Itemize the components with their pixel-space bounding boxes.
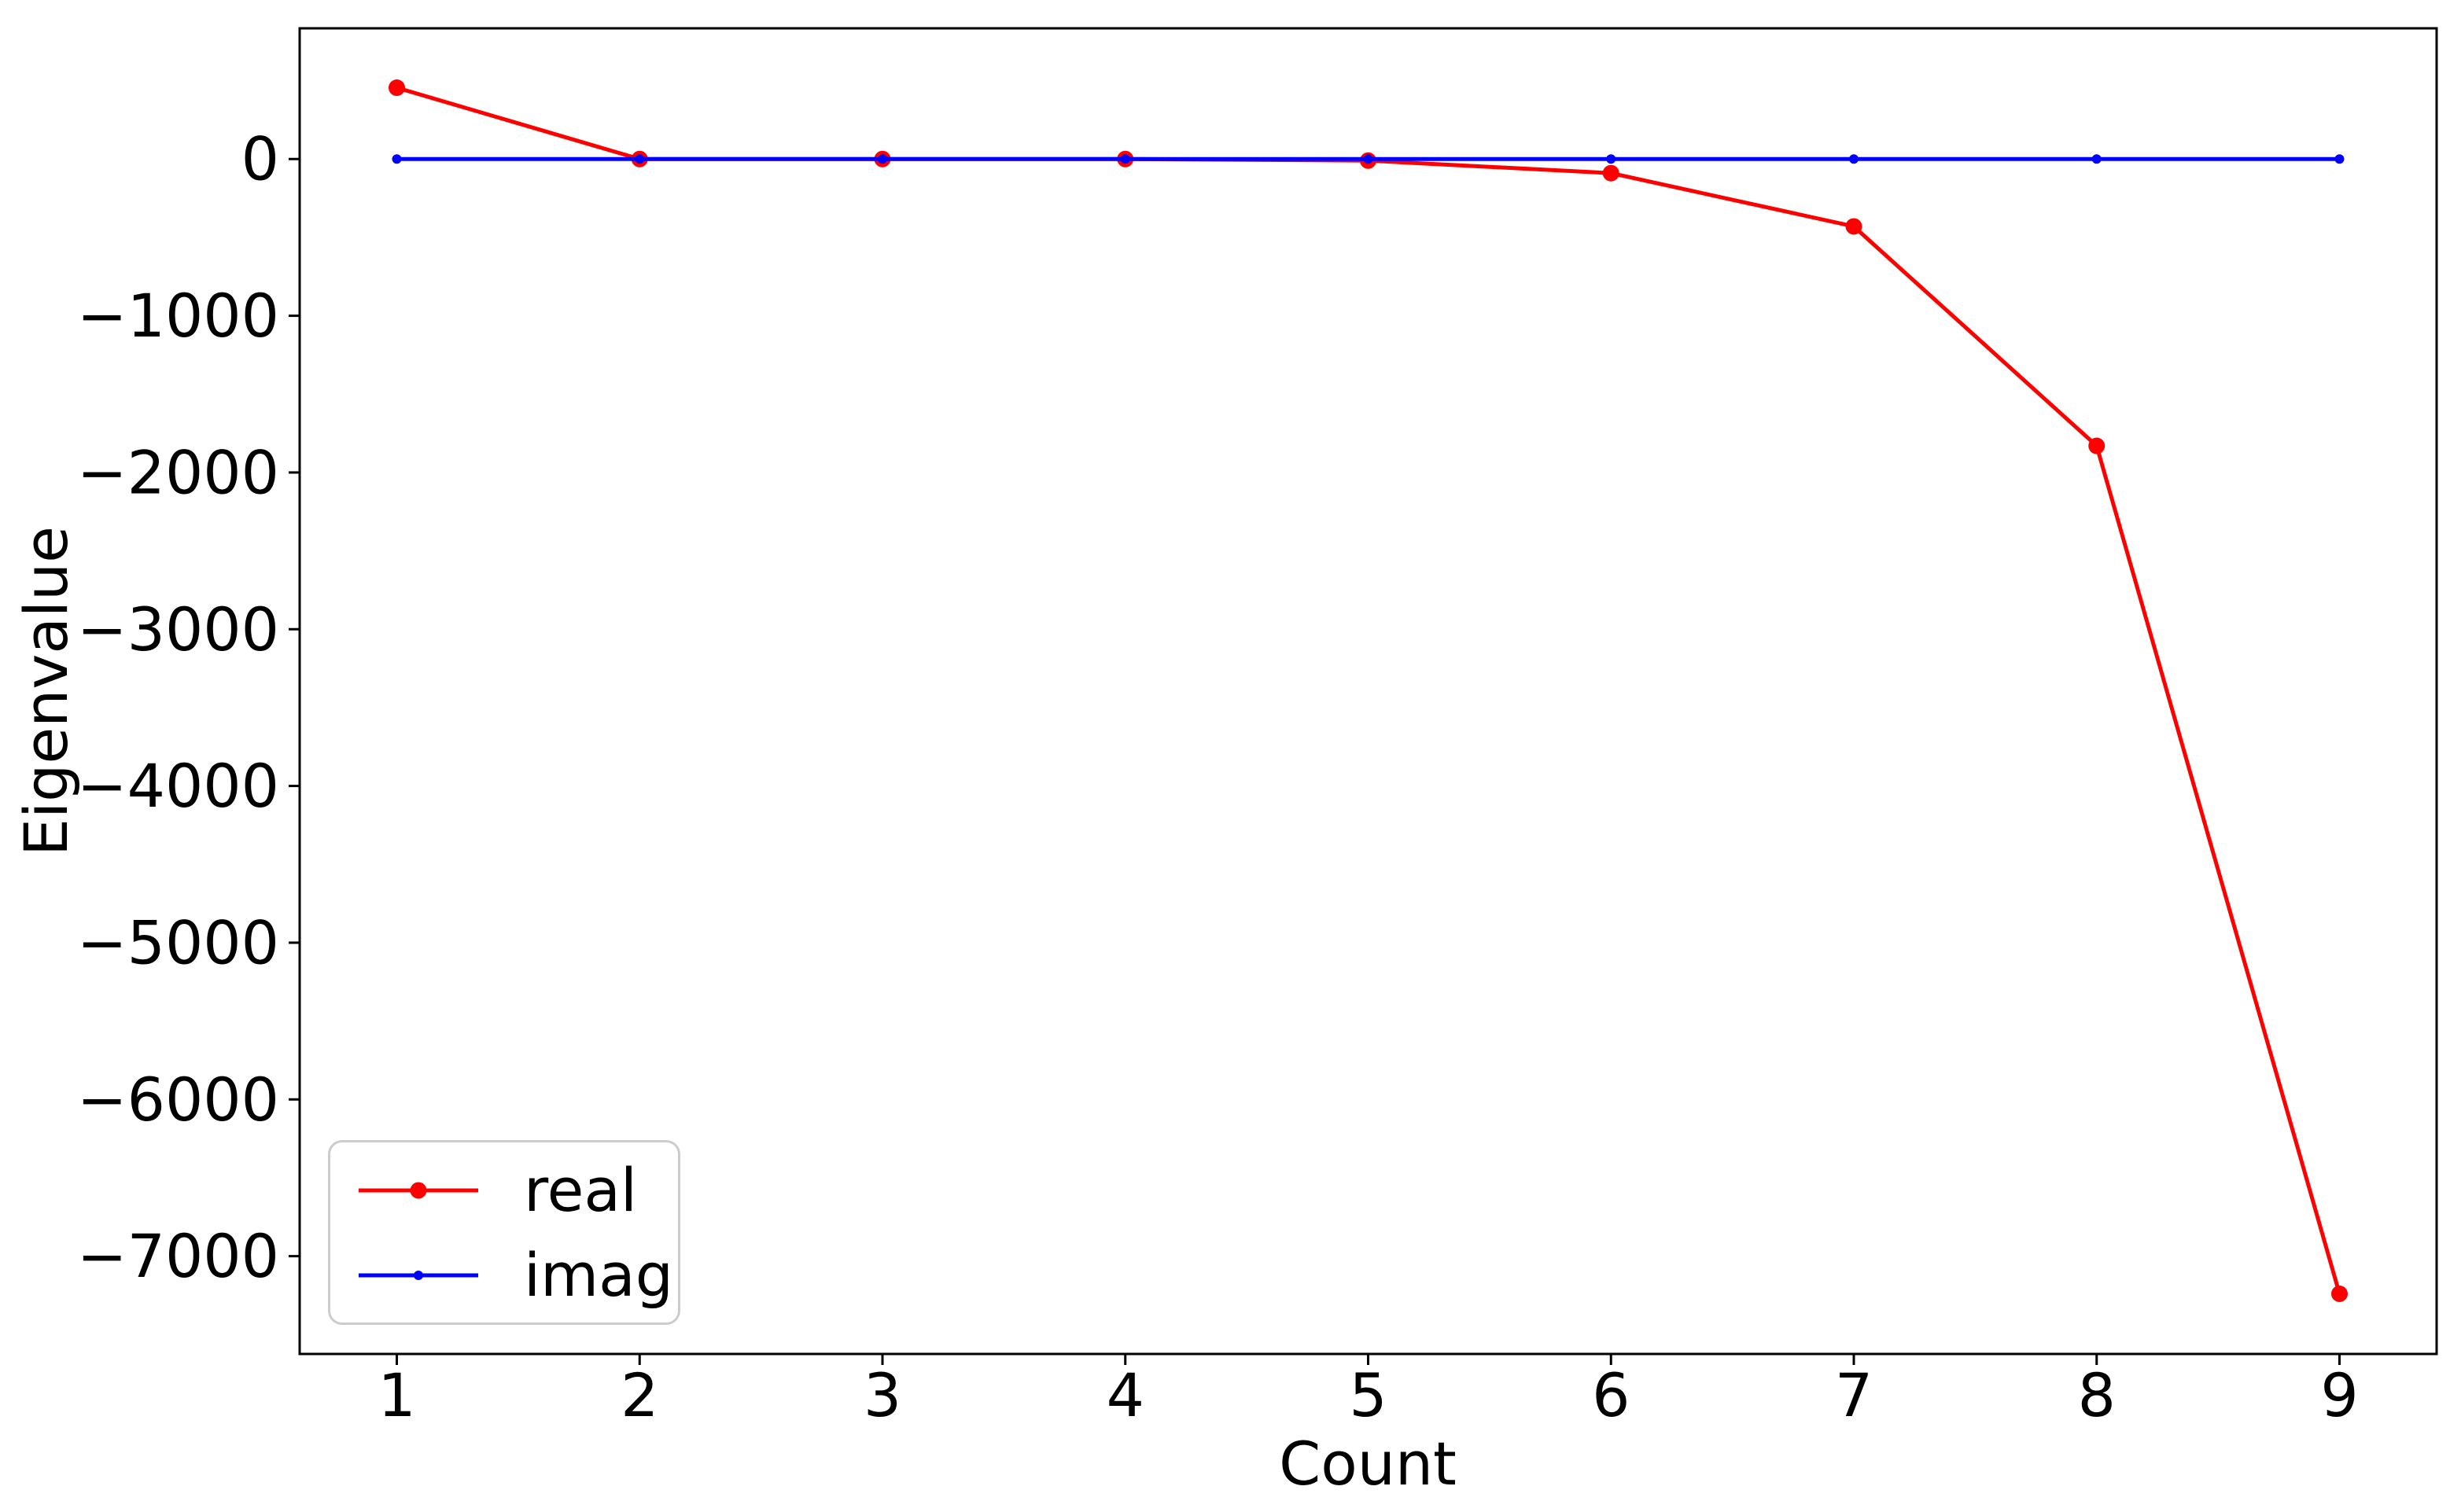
y-tick-label: −3000 xyxy=(77,594,279,664)
data-point-imag xyxy=(1363,154,1373,164)
legend-line-sample-imag xyxy=(359,1266,478,1285)
legend-label-imag: imag xyxy=(524,1239,673,1310)
legend-marker-real xyxy=(410,1182,427,1198)
legend-entry-real: real xyxy=(359,1154,650,1227)
data-point-imag xyxy=(1606,154,1616,164)
legend-label-real: real xyxy=(524,1154,638,1225)
legend-marker-imag xyxy=(414,1270,423,1280)
x-tick-label: 5 xyxy=(1349,1360,1387,1430)
data-point-imag xyxy=(392,154,402,164)
x-tick-label: 4 xyxy=(1107,1360,1144,1430)
x-axis-label: Count xyxy=(1279,1429,1457,1499)
y-tick-label: −6000 xyxy=(77,1065,279,1135)
x-tick-label: 7 xyxy=(1835,1360,1873,1430)
data-point-imag xyxy=(2334,154,2345,164)
data-point-real xyxy=(2088,437,2105,454)
axes-layer: 1 2 3 4 5 6 7 8 9 0 −1000 −2000 −3000 −4000 −5000 −6000… xyxy=(77,27,2438,1430)
data-point-imag xyxy=(1849,154,1859,164)
legend-entry-imag: imag xyxy=(359,1239,673,1312)
data-point-real xyxy=(1845,218,1862,235)
y-tick-label: −7000 xyxy=(77,1221,279,1291)
y-tick-label: −5000 xyxy=(77,907,279,977)
y-tick-label: 0 xyxy=(241,124,279,194)
x-tick-label: 1 xyxy=(378,1360,415,1430)
x-tick-label: 9 xyxy=(2320,1360,2358,1430)
y-tick-label: −4000 xyxy=(77,751,279,821)
y-tick-label: −1000 xyxy=(77,281,279,351)
x-tick-label: 8 xyxy=(2078,1360,2116,1430)
x-tick-label: 3 xyxy=(864,1360,901,1430)
data-point-real xyxy=(1602,164,1619,182)
x-tick-label: 6 xyxy=(1592,1360,1630,1430)
data-point-real xyxy=(2331,1285,2348,1302)
legend-line-sample-real xyxy=(359,1181,478,1200)
data-point-imag xyxy=(1120,154,1130,164)
series-layer xyxy=(389,79,2348,1302)
x-tick-label: 2 xyxy=(621,1360,658,1430)
legend: real imag xyxy=(328,1140,680,1325)
data-point-real xyxy=(389,79,405,97)
series-line-real xyxy=(396,86,2341,1295)
y-tick-label: −2000 xyxy=(77,437,279,507)
y-axis-label: Eigenvalue xyxy=(11,526,81,856)
data-point-imag xyxy=(635,154,645,164)
data-point-imag xyxy=(878,154,887,164)
data-point-imag xyxy=(2091,154,2102,164)
